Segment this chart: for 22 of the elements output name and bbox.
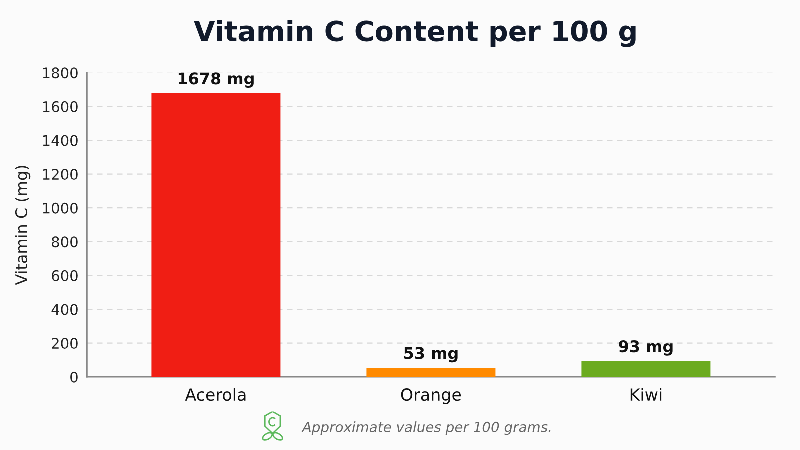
y-tick-label: 1600 (43, 101, 78, 112)
bar (152, 94, 281, 378)
data-label: 1678 mg (178, 72, 254, 88)
y-tick-label: 600 (52, 270, 78, 282)
y-axis-title: Vitamin C (mg) (15, 166, 31, 286)
x-tick-label: Acerola (185, 388, 246, 402)
y-tick-label: 1800 (43, 68, 78, 79)
bar (366, 368, 496, 378)
y-tick-label: 200 (52, 338, 78, 350)
bar (582, 361, 711, 378)
y-tick-label: 1400 (43, 135, 78, 146)
y-tick-label: 400 (52, 304, 78, 316)
x-tick-label: Kiwi (630, 388, 662, 401)
data-label: 93 mg (619, 340, 673, 356)
text: Approximate values per 100 grams. (302, 422, 551, 436)
chart-title: Vitamin C Content per 100 g (194, 20, 636, 48)
y-tick-label: 0 (70, 372, 78, 383)
data-label: 53 mg (404, 347, 458, 363)
y-tick-label: 1000 (43, 202, 78, 214)
y-tick-label: 1200 (43, 169, 78, 180)
x-tick-label: Orange (401, 388, 462, 404)
y-tick-label: 800 (52, 236, 78, 248)
